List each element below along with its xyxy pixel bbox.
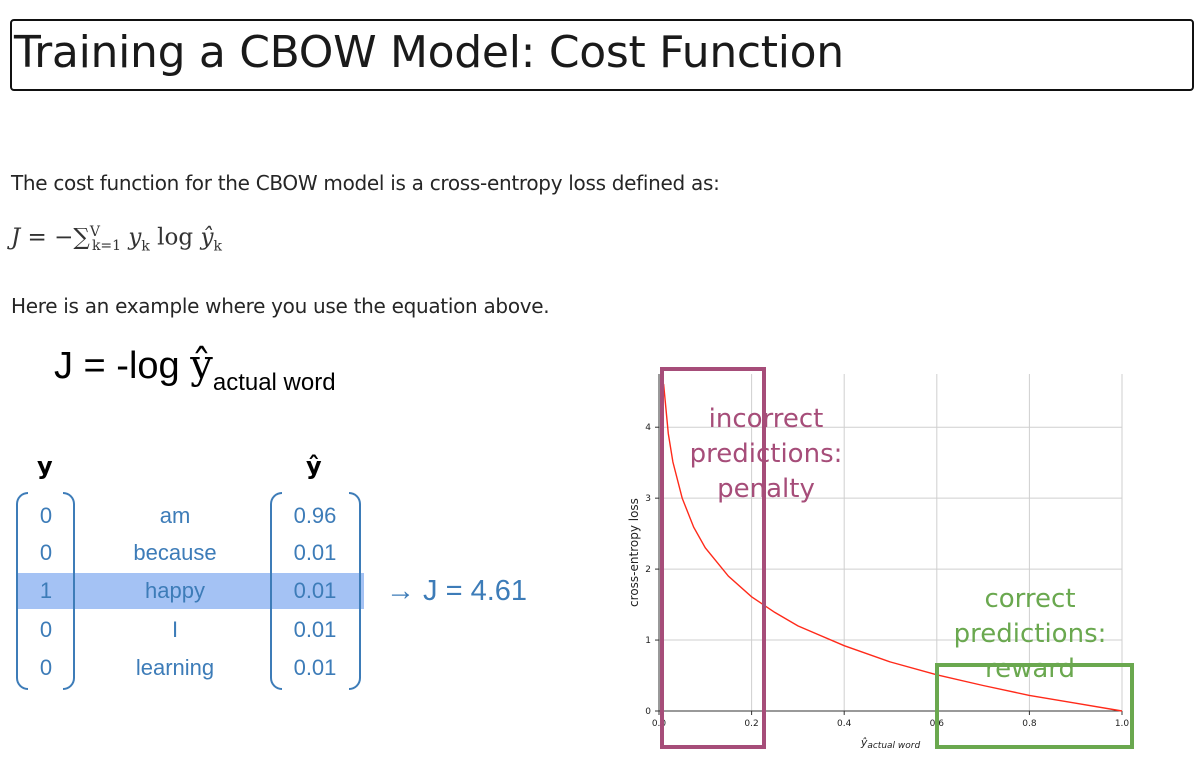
word-label: am [159,503,191,528]
formula-y-index: k [141,238,150,255]
formula-eq: = − [20,224,74,251]
chart-grid [658,374,1123,712]
correct-annotation-line: predictions: [954,619,1107,649]
cost-formula: J = −∑Vk=1 yk log ŷk [11,224,222,254]
chart-annotations: incorrect predictions: penalty correct predi… [660,367,1134,749]
y-column-header: y [37,452,53,480]
x-tick-label: 1.0 [1115,719,1130,729]
correct-region-box [935,663,1134,749]
y-value: 0 [39,540,53,565]
y-value: 0 [39,655,53,680]
example-text: Here is an example where you use the equ… [11,294,550,318]
y-tick-label: 2 [645,565,651,575]
yhat-vector-right-bracket [349,492,361,690]
y-axis-label: cross-entropy loss [627,498,641,607]
formula-yhat-index: k [213,238,222,255]
formula-sum-upper: V [89,224,100,240]
formula-yhat: ŷ [200,224,214,251]
formula-sum-lower: k=1 [91,238,122,255]
cost-example-yhat: ŷ [190,342,213,388]
page-title: Training a CBOW Model: Cost Function [14,27,844,78]
y-value: 0 [39,617,53,642]
x-axis-label: ŷactual word [860,736,921,751]
incorrect-annotation-line: penalty [717,474,815,504]
yhat-value: 0.96 [293,503,337,528]
formula-lhs: J [11,224,21,251]
cost-example-lhs: J = -log [54,345,191,387]
chart-labels: cross-entropy loss ŷactual word [627,498,920,751]
cost-result: → J = 4.61 [386,575,528,607]
cost-example-subscript: actual word [212,369,336,396]
cost-example-formula: J = -log ŷactual word [54,342,336,396]
highlighted-row [18,573,364,609]
y-tick-label: 3 [645,494,651,504]
yhat-value: 0.01 [293,540,337,565]
formula-log: log [149,224,201,251]
y-value: 0 [39,503,53,528]
correct-annotation-line: correct [984,584,1075,614]
word-label: I [171,617,179,642]
yhat-column-header: ŷ [306,452,322,480]
yhat-value: 0.01 [293,617,337,642]
chart-axes [658,374,1122,712]
x-tick-label: 0.2 [744,719,758,729]
y-tick-label: 1 [645,636,651,646]
x-tick-label: 0.8 [1022,719,1037,729]
formula-y: y [128,224,142,251]
x-tick-label: 0.0 [652,719,667,729]
incorrect-annotation-line: predictions: [690,439,843,469]
word-label: learning [135,655,215,680]
loss-curve [662,383,1123,712]
title-box: Training a CBOW Model: Cost Function [10,19,1194,91]
word-label: happy [145,578,205,603]
y-tick-label: 0 [645,707,651,717]
yhat-value: 0.01 [293,578,337,603]
yhat-value: 0.01 [293,655,337,680]
word-label: because [133,540,217,565]
incorrect-region-box [660,367,766,749]
x-tick-label: 0.4 [837,719,852,729]
incorrect-annotation-line: incorrect [709,404,824,434]
intro-text: The cost function for the CBOW model is … [11,171,720,195]
y-tick-label: 4 [645,423,651,433]
formula-sum: ∑ [73,224,90,251]
y-value: 1 [39,578,53,603]
correct-annotation-line: reward [985,654,1075,684]
